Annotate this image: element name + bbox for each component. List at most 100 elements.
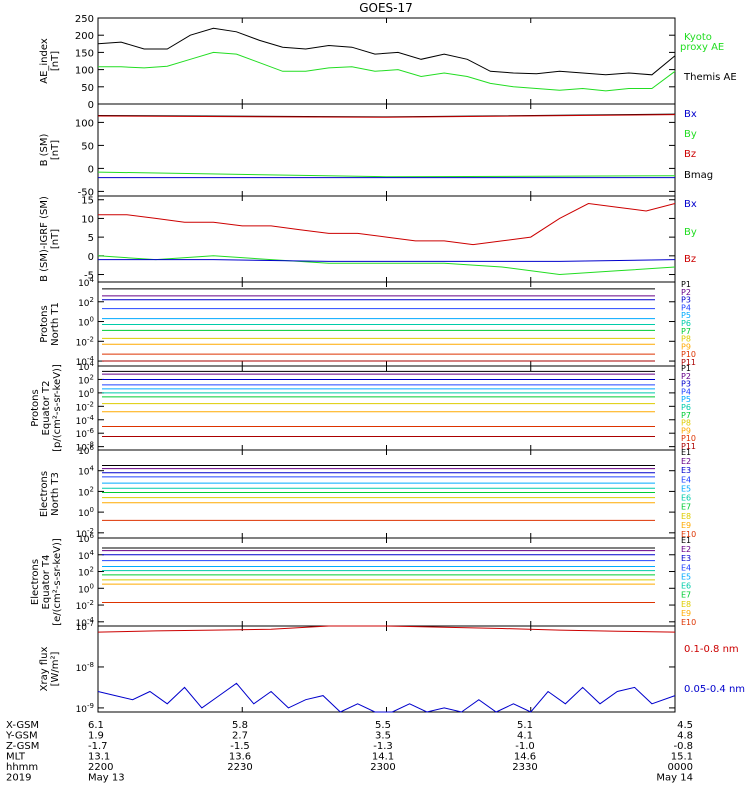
- series-line-7-1: [97, 682, 676, 713]
- series-line-0-1: [98, 51, 676, 92]
- legend-7-0: 0.1-0.8 nm: [684, 644, 739, 655]
- footer-value-hhmm-0: 2200: [88, 762, 113, 773]
- legend-1-3: Bmag: [684, 170, 713, 181]
- footer-value-hhmm-3: 2330: [512, 762, 537, 773]
- footer-value-Z-GSM-1: -1.5: [230, 741, 250, 752]
- channel-label-P9: P9: [681, 426, 691, 435]
- channel-label-E9: E9: [681, 609, 691, 618]
- footer-label-hhmm: hhmm: [6, 762, 38, 773]
- ytick-label: 106: [78, 532, 94, 545]
- channel-label-P4: P4: [681, 387, 691, 396]
- panel-frame-4: [97, 365, 676, 451]
- footer-value-hhmm-4: 0000: [668, 762, 693, 773]
- channel-label-E1: E1: [681, 536, 691, 545]
- footer-value-Y-GSM-3: 4.1: [517, 731, 533, 742]
- channel-label-P2: P2: [681, 288, 691, 297]
- channel-label-P1: P1: [681, 364, 691, 373]
- ytick-label: 100: [78, 582, 94, 595]
- footer-value-Y-GSM-0: 1.9: [88, 731, 104, 742]
- panel-6-ylabel: Equator T4: [41, 555, 52, 610]
- ytick-label: 106: [78, 444, 94, 457]
- legend-0-2: Themis AE: [683, 72, 737, 83]
- series-line-1-1: [97, 114, 676, 118]
- ytick-label: 102: [78, 566, 94, 579]
- panel-2-ylabel: B (SM)-IGRF (SM): [39, 196, 50, 282]
- panel-frame-2: [97, 195, 676, 283]
- ytick-label: 10-2: [76, 335, 94, 348]
- channel-label-E10: E10: [681, 530, 696, 539]
- footer-value-MLT-3: 14.6: [514, 752, 536, 763]
- ytick-label: 10-4: [76, 616, 95, 629]
- channel-label-P10: P10: [681, 434, 696, 443]
- ytick-label: -5: [84, 271, 94, 282]
- footer-value-2019-0: May 13: [88, 773, 125, 784]
- footer-value-X-GSM-0: 6.1: [88, 720, 104, 731]
- footer-value-X-GSM-3: 5.1: [517, 720, 533, 731]
- channel-label-P8: P8: [681, 335, 691, 344]
- panel-5-ylabel: Electrons: [39, 471, 50, 517]
- ytick-label: 10-4: [76, 355, 95, 368]
- channel-label-P6: P6: [681, 403, 691, 412]
- channel-label-E5: E5: [681, 572, 691, 581]
- channel-label-E4: E4: [681, 563, 691, 572]
- ytick-label: 102: [78, 485, 94, 498]
- panel-5-ylabel: North T3: [50, 472, 61, 516]
- ytick-label: 102: [78, 373, 94, 386]
- channel-label-E5: E5: [681, 484, 691, 493]
- ytick-label: 0: [88, 100, 94, 111]
- channel-label-P9: P9: [681, 342, 691, 351]
- series-line-7-0: [97, 625, 676, 633]
- ytick-label: 100: [78, 506, 94, 519]
- footer-value-MLT-2: 14.1: [372, 752, 394, 763]
- series-line-2-1: [97, 255, 676, 276]
- panel-7-ylabel: Xray flux: [39, 647, 50, 692]
- channel-label-P3: P3: [681, 296, 691, 305]
- footer-value-X-GSM-4: 4.5: [677, 720, 693, 731]
- panel-frame-7: [97, 625, 676, 713]
- ytick-label: 100: [75, 118, 94, 129]
- ytick-label: 50: [81, 141, 94, 152]
- channel-label-E8: E8: [681, 512, 691, 521]
- panel-frame-5: [97, 449, 676, 539]
- footer-value-MLT-4: 15.1: [671, 752, 693, 763]
- panel-1-ylabel: B (SM): [39, 133, 50, 166]
- panel-6-ylabel: Electrons: [30, 559, 41, 605]
- legend-1-1: By: [684, 129, 697, 140]
- ytick-label: 104: [78, 465, 94, 478]
- footer-value-X-GSM-1: 5.8: [232, 720, 248, 731]
- ytick-label: 104: [78, 549, 94, 562]
- panel-0-ylabel: [nT]: [50, 51, 61, 71]
- footer-label-Z-GSM: Z-GSM: [6, 741, 39, 752]
- ytick-label: 200: [75, 31, 94, 42]
- channel-label-P3: P3: [681, 380, 691, 389]
- ytick-label: 102: [78, 296, 94, 309]
- channel-label-E6: E6: [681, 582, 691, 591]
- channel-label-P5: P5: [681, 395, 691, 404]
- ytick-label: 104: [78, 360, 94, 373]
- channel-label-E4: E4: [681, 475, 691, 484]
- ytick-label: 50: [81, 83, 94, 94]
- legend-1-0: Bx: [684, 109, 697, 120]
- channel-label-P8: P8: [681, 419, 691, 428]
- ytick-label: 10-8: [76, 661, 94, 674]
- footer-value-Z-GSM-4: -0.8: [673, 741, 693, 752]
- ytick-label: 10-4: [76, 414, 95, 427]
- ytick-label: 10-8: [76, 441, 94, 454]
- ytick-label: 100: [78, 316, 94, 329]
- ytick-label: 10-2: [76, 527, 94, 540]
- series-line-2-2: [98, 259, 676, 262]
- channel-label-P6: P6: [681, 319, 691, 328]
- legend-0-0: Kyoto: [684, 32, 712, 43]
- footer-value-Y-GSM-4: 4.8: [677, 731, 693, 742]
- ytick-label: 15: [81, 196, 94, 207]
- legend-1-2: Bz: [684, 149, 696, 160]
- footer-label-MLT: MLT: [6, 752, 26, 763]
- legend-0-1: proxy AE: [680, 42, 724, 53]
- ytick-label: 10-2: [76, 400, 94, 413]
- panel-6-ylabel: [e/(cm²-s-sr-keV)]: [52, 538, 63, 626]
- ytick-label: 10-7: [76, 620, 94, 633]
- ytick-label: 5: [88, 233, 94, 244]
- channel-label-E9: E9: [681, 521, 691, 530]
- chart-title: GOES-17: [359, 1, 413, 15]
- ytick-label: 10-2: [76, 599, 94, 612]
